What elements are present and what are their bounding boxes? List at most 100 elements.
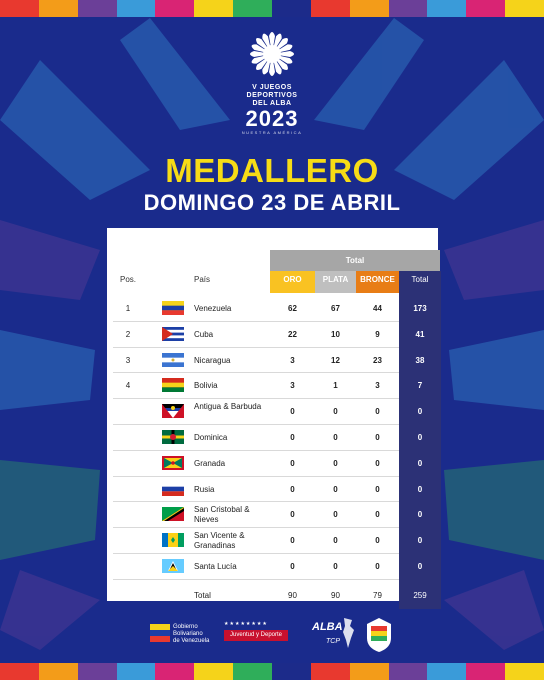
stripe-segment [272, 0, 311, 17]
sun-emblem-icon [250, 32, 294, 76]
americas-map-icon [343, 618, 354, 648]
row-position: 3 [125, 355, 131, 365]
table-row: 1 Venezuela 62 67 44 173 [113, 296, 438, 322]
logo-line-1: V JUEGOS [252, 84, 292, 91]
totals-label: Total [194, 591, 211, 600]
row-silver: 0 [333, 433, 338, 442]
totals-total: 259 [413, 591, 427, 600]
table-row: Granada 0 0 0 0 [113, 451, 438, 477]
stripe-segment [77, 663, 117, 680]
row-divider [113, 372, 399, 374]
row-silver: 0 [333, 562, 338, 571]
st-kitts-nevis-flag-icon [162, 507, 184, 522]
row-gold: 0 [290, 536, 295, 546]
row-total: 173 [413, 304, 427, 313]
table-row: Rusia 0 0 0 0 [113, 477, 438, 503]
antigua-barbuda-flag-icon [162, 404, 184, 419]
stripe-segment [38, 663, 78, 680]
row-divider [113, 501, 399, 503]
stripe-segment [466, 663, 506, 680]
row-silver: 1 [333, 381, 338, 391]
st-lucia-flag-icon [162, 559, 184, 573]
row-total: 0 [417, 458, 423, 468]
row-total: 0 [417, 433, 423, 442]
row-bronze: 23 [373, 355, 382, 365]
logo-line-2: DEPORTIVOS [246, 92, 298, 99]
bolivia-flag-icon [162, 378, 184, 393]
row-country: Santa Lucía [194, 562, 237, 571]
totals-silver: 90 [331, 591, 340, 600]
row-divider [113, 320, 399, 322]
table-row: 2 Cuba 22 10 9 41 [113, 322, 438, 348]
row-country: Antigua & Barbuda [194, 402, 262, 412]
stripe-segment [194, 663, 234, 680]
venezuela-flag-icon [162, 301, 184, 315]
stripe-segment [0, 663, 39, 680]
total-column-bg [399, 271, 441, 609]
stripe-segment [155, 663, 195, 680]
silver-header: PLATA [322, 275, 349, 284]
table-row: Santa Lucía 0 0 0 0 [113, 554, 438, 580]
row-country: San Cristobal & Nieves [194, 505, 250, 525]
stripe-segment [77, 0, 117, 17]
row-bronze: 0 [375, 484, 380, 494]
nicaragua-flag-icon [162, 352, 184, 367]
row-bronze: 0 [375, 510, 380, 520]
row-silver: 0 [333, 536, 338, 546]
row-country: Granada [194, 458, 226, 468]
row-bronze: 0 [375, 433, 380, 442]
row-divider [113, 527, 399, 529]
stripe-segment [349, 663, 389, 680]
table-row: 4 Bolivia 3 1 3 7 [113, 373, 438, 399]
row-bronze: 0 [375, 458, 380, 468]
dominica-flag-icon [162, 430, 184, 444]
row-silver: 0 [333, 407, 338, 417]
country-header: País [194, 275, 211, 284]
alba-label: ALBA [312, 621, 343, 633]
row-divider [113, 475, 399, 477]
stripe-segment [272, 663, 311, 680]
total-header: Total [411, 275, 429, 284]
gov-line-1: Gobierno [173, 624, 198, 630]
row-silver: 12 [331, 355, 340, 365]
sponsor-footer: Gobierno Bolivariano de Venezuela ★★★★★★… [0, 612, 544, 657]
stripe-segment [310, 663, 350, 680]
row-divider [113, 578, 399, 580]
row-country: Rusia [194, 484, 215, 494]
venezuela-flag-icon [150, 624, 170, 642]
row-silver: 0 [333, 458, 338, 468]
stripe-segment [233, 663, 273, 680]
row-total: 7 [417, 381, 423, 391]
stripe-segment [466, 0, 506, 17]
row-position: 2 [125, 329, 131, 339]
row-position: 4 [125, 381, 131, 391]
table-row: San Cristobal & Nieves 0 0 0 0 [113, 502, 438, 528]
totals-bronze: 79 [373, 591, 382, 600]
row-gold: 0 [290, 484, 295, 494]
silver-column-header-bg [315, 271, 356, 293]
pos-header: Pos. [119, 275, 136, 284]
games-logo: V JUEGOS DEPORTIVOS DEL ALBA 2023 NUESTR… [222, 26, 322, 136]
row-country: Dominica [194, 433, 228, 442]
top-color-stripes [0, 0, 544, 17]
stripe-segment [388, 663, 428, 680]
stripe-segment [349, 0, 389, 17]
row-position: 1 [125, 304, 131, 313]
table-row: San Vicente & Granadinas 0 0 0 0 [113, 528, 438, 554]
gold-header: ORO [283, 275, 302, 284]
stripe-segment [233, 0, 273, 17]
row-country: Nicaragua [194, 355, 231, 365]
page-subtitle: DOMINGO 23 DE ABRIL [143, 190, 401, 215]
row-divider [113, 424, 399, 425]
medal-table: Total Pos. País ORO PLATA BRONCE Total 1… [107, 228, 441, 609]
youth-sport-logo: ★★★★★★★★ Juventud y Deporte [224, 622, 288, 644]
row-gold: 0 [290, 510, 295, 520]
totals-row: Total 90 90 79 259 [113, 584, 438, 606]
bottom-color-stripes [0, 663, 544, 680]
row-gold: 0 [290, 458, 295, 468]
row-silver: 0 [333, 510, 338, 520]
row-gold: 0 [290, 407, 295, 417]
cuba-flag-icon [162, 326, 184, 341]
stripe-segment [116, 663, 156, 680]
row-gold: 3 [290, 381, 295, 391]
